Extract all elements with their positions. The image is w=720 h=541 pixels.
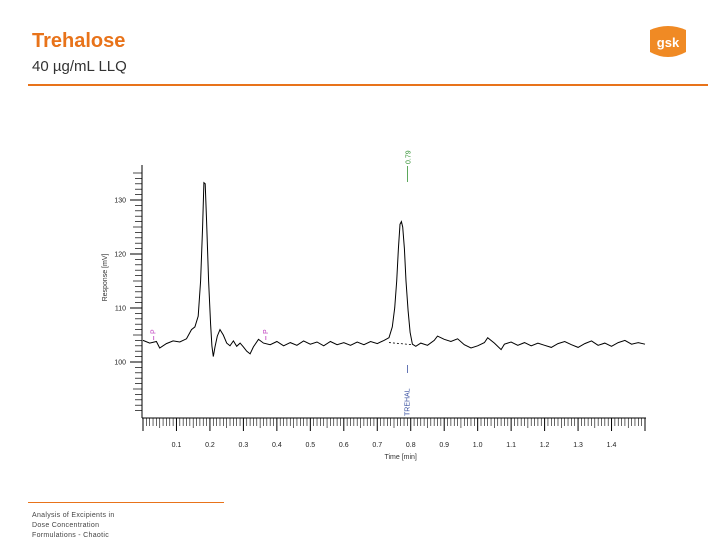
footer-divider <box>28 502 224 503</box>
chromatogram-trace <box>142 181 646 357</box>
integration-marker-label: P <box>151 329 158 334</box>
peak-time-label: 0.79 <box>405 150 412 164</box>
peak-baseline <box>388 342 413 346</box>
chart-tick-labels: 100 110 120 130 0.1 0.2 0.3 0.4 0.5 0.6 0.7 0.8 0.9 1… <box>114 198 616 450</box>
x-tick-label: 0.4 <box>272 442 282 449</box>
y-tick-label: 110 <box>115 306 126 313</box>
compound-label: TREHAL <box>404 388 411 416</box>
x-tick-label: 1.1 <box>506 442 516 449</box>
integration-marker-label: P <box>263 329 270 334</box>
footer-line-1: Analysis of Excipients in <box>32 512 115 519</box>
x-tick-label: 0.2 <box>205 442 215 449</box>
x-tick-label: 1.2 <box>540 442 550 449</box>
x-tick-label: 0.5 <box>305 442 315 449</box>
chart-axes <box>141 165 646 419</box>
slide-title: Trehalose <box>32 30 126 52</box>
x-tick-label: 0.9 <box>439 442 449 449</box>
slide-subtitle: 40 µg/mL LLQ <box>32 58 127 75</box>
x-tick-label: 1.3 <box>573 442 583 449</box>
y-tick-label: 100 <box>114 360 126 367</box>
x-tick-label: 0.7 <box>372 442 382 449</box>
x-tick-label: 1.0 <box>473 442 483 449</box>
x-tick-label: 1.4 <box>607 442 617 449</box>
x-tick-label: 0.1 <box>172 442 182 449</box>
x-axis-title: Time [min] <box>384 454 416 461</box>
chart-ticks <box>130 172 646 431</box>
y-tick-label: 120 <box>114 252 126 259</box>
footer-caption: Analysis of Excipients in Dose Concentra… <box>32 511 142 541</box>
footer-line-2: Dose Concentration <box>32 522 100 529</box>
gsk-logo-icon: gsk <box>650 26 686 57</box>
footer-line-3: Formulations - Chaotic <box>32 532 110 539</box>
y-axis-title: Response [mV] <box>102 254 109 302</box>
x-tick-label: 0.6 <box>339 442 349 449</box>
chart-annotations: 0.79 TREHAL P P <box>151 150 413 416</box>
x-tick-label: 0.3 <box>239 442 249 449</box>
logo-text: gsk <box>657 35 680 50</box>
x-tick-label: 0.8 <box>406 442 416 449</box>
title-divider <box>28 84 708 86</box>
y-tick-label: 130 <box>114 198 126 205</box>
